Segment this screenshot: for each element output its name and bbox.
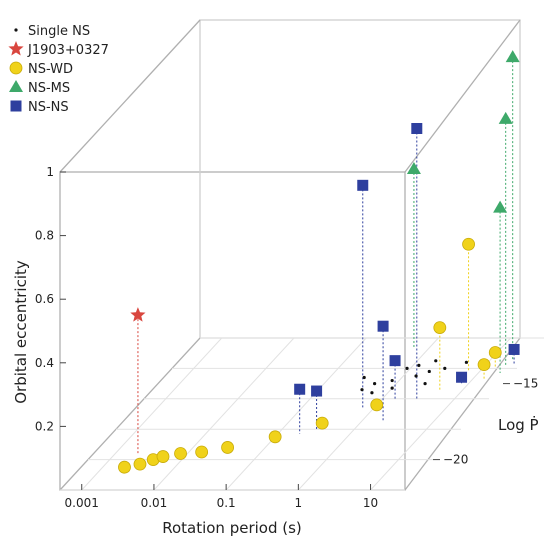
axis-ticks: 0.001 0.01 0.1 1 10 0.2 0.4 0.6 0.8 1 −15 −20 [35, 165, 538, 510]
legend-marker [9, 61, 23, 75]
y-tick-label: 0.6 [35, 292, 54, 306]
front-face [59, 171, 406, 491]
ns-wd-point [370, 398, 384, 412]
single-ns-point [370, 391, 374, 395]
ns-wd-point [477, 358, 491, 372]
single-ns-point [443, 366, 447, 370]
y-tick-label: 0.2 [35, 419, 54, 433]
x-tick-label: 0.01 [141, 496, 168, 510]
ns-ms-point [493, 200, 508, 213]
floor-grid-line [225, 337, 367, 491]
z-tick-label: −20 [443, 453, 468, 467]
floor-grid [60, 337, 544, 491]
x-tick-label: 1 [295, 496, 303, 510]
legend-label: NS-MS [28, 81, 70, 96]
ns-wd-point [462, 237, 475, 251]
ns-ns-point [411, 123, 423, 134]
legend-label: Single NS [28, 24, 90, 39]
j1903-0327-point [130, 307, 146, 322]
single-ns-point [427, 369, 431, 374]
ns-ns-point [311, 385, 323, 397]
ns-wd-point [133, 457, 147, 471]
y-tick-label: 1 [46, 165, 54, 179]
ns-ms-point [505, 50, 520, 63]
ns-wd-point [118, 460, 131, 474]
ns-ns-point [456, 371, 468, 383]
y-axis-title: Orbital eccentricity [12, 260, 30, 404]
ns-ns-point [377, 320, 389, 332]
single-ns-point [405, 366, 409, 370]
z-axis-title: Log Ṗ [498, 415, 539, 434]
box-edge [59, 337, 201, 491]
floor-grid-line [297, 337, 439, 491]
single-ns-point [464, 360, 469, 364]
single-ns-point [360, 388, 364, 392]
ns-ms-point [406, 162, 421, 175]
single-ns-point [423, 382, 427, 386]
x-tick-label: 0.001 [65, 496, 99, 510]
legend-label: J1903+0327 [27, 43, 109, 58]
x-tick-label: 10 [363, 496, 378, 510]
ns-ns-point [389, 355, 401, 367]
box-edge [404, 337, 521, 491]
x-axis-title: Rotation period (s) [162, 519, 302, 537]
box-edge [404, 19, 521, 173]
ns-wd-point [268, 430, 282, 444]
drop-lines [137, 57, 515, 456]
data-marks [118, 50, 520, 474]
single-ns-point [373, 382, 377, 386]
y-tick-label: 0.4 [35, 356, 54, 370]
single-ns-point [390, 386, 394, 390]
box-edge [59, 19, 201, 173]
single-ns-point [414, 374, 418, 378]
legend-marker [9, 80, 23, 92]
single-ns-point [434, 359, 438, 363]
legend: Single NS J1903+0327 NS-WD NS-MS NS-NS [8, 24, 109, 115]
ns-wd-point [195, 445, 209, 459]
ns-ms-point [498, 111, 513, 124]
legend-label: NS-WD [28, 62, 73, 77]
legend-marker [14, 28, 18, 32]
ns-wd-point [315, 416, 329, 430]
floor-grid-line [153, 337, 295, 491]
x-tick-label: 0.1 [217, 496, 236, 510]
floor-grid-line [81, 337, 223, 491]
legend-marker [10, 100, 22, 112]
z-tick-label: −15 [513, 377, 538, 391]
plot-box [59, 19, 521, 491]
ns-wd-point [433, 321, 447, 335]
legend-marker [8, 41, 24, 56]
ns-wd-point [156, 450, 170, 463]
ns-ns-point [294, 383, 306, 395]
ns-ns-point [357, 179, 369, 191]
ns-wd-point [174, 447, 187, 460]
single-ns-point [390, 378, 394, 383]
ns-wd-point [221, 441, 234, 454]
legend-label: NS-NS [28, 100, 69, 115]
single-ns-point [417, 363, 421, 367]
back-face [199, 19, 521, 339]
ns-wd-point [488, 346, 502, 359]
y-tick-label: 0.8 [35, 229, 54, 243]
ns-ns-point [508, 343, 520, 355]
single-ns-point [362, 375, 366, 380]
